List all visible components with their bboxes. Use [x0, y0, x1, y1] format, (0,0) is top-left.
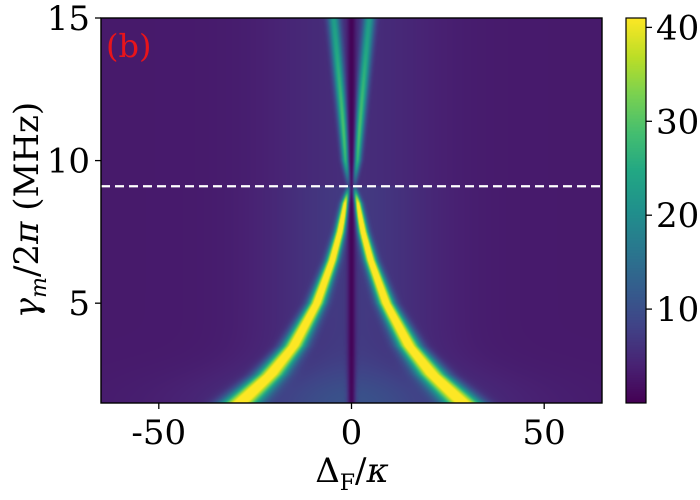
x-tick-label: 50 [523, 413, 566, 453]
colorbar-tick-label: 10 [656, 290, 699, 330]
colorbar [626, 18, 646, 403]
colorbar-tick-label: 40 [656, 8, 699, 48]
x-tick-label: -50 [131, 413, 186, 453]
y-axis: 5 10 15 [47, 0, 101, 324]
colorbar-tick-label: 30 [656, 102, 699, 142]
colorbar-frame [625, 17, 647, 404]
x-axis: -50 0 50 [131, 403, 566, 453]
y-axis-label: γm/2π (MHz) [7, 102, 52, 318]
panel-label: (b) [106, 27, 151, 65]
colorbar-axis: 10 20 30 40 [646, 8, 699, 330]
x-axis-label: ΔF/κ [315, 451, 389, 496]
colorbar-tick-label: 20 [656, 196, 699, 236]
y-tick-label: 10 [47, 142, 90, 182]
x-tick-label: 0 [341, 413, 363, 453]
y-tick-label: 15 [47, 0, 90, 39]
y-tick-label: 5 [68, 284, 90, 324]
heatmap-area [101, 18, 602, 403]
